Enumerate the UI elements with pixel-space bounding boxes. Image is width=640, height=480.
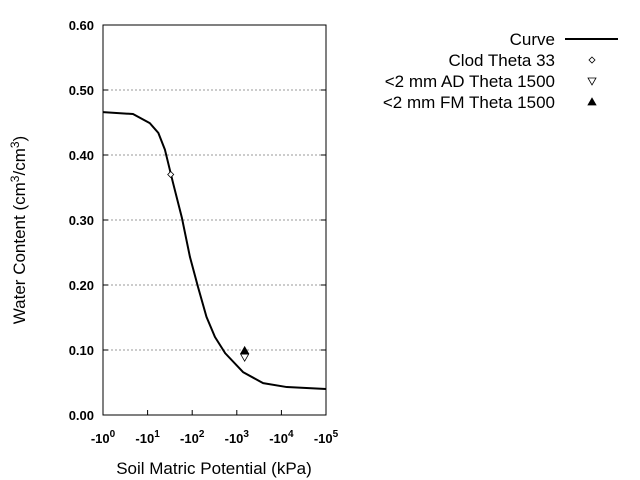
plot-frame [102, 24, 327, 416]
y-tick-label: 0.50 [69, 83, 94, 98]
data-point [239, 345, 250, 355]
y-tick-label: 0.40 [69, 148, 94, 163]
y-tick-label: 0.10 [69, 343, 94, 358]
x-tick-label: -105 [314, 429, 339, 446]
legend-label: <2 mm FM Theta 1500 [383, 93, 555, 112]
y-axis-label: Water Content (cm3/cm3) [8, 136, 29, 324]
curve-line [102, 111, 327, 390]
y-tick-label: 0.00 [69, 408, 94, 423]
x-tick-label: -101 [135, 429, 160, 446]
data-point [167, 170, 175, 179]
y-ticks: 0.00 0.10 0.20 0.30 0.40 0.50 0.60 [69, 18, 326, 423]
y-tick-label: 0.60 [69, 18, 94, 33]
legend-marker [587, 97, 597, 106]
x-tick-label: -104 [269, 429, 294, 446]
x-tick-label: -103 [225, 429, 250, 446]
legend-marker [588, 56, 596, 64]
legend-label: Clod Theta 33 [449, 51, 555, 70]
legend-marker [587, 77, 597, 86]
legend-label: Curve [510, 30, 555, 49]
x-axis-label: Soil Matric Potential (kPa) [116, 459, 312, 478]
y-tick-label: 0.20 [69, 278, 94, 293]
data-point [239, 353, 250, 362]
legend-label: <2 mm AD Theta 1500 [385, 72, 555, 91]
y-tick-label: 0.30 [69, 213, 94, 228]
x-tick-label: -102 [180, 429, 205, 446]
x-ticks: -100 -101 -102 -103 -104 -105 [91, 410, 339, 446]
x-tick-label: -100 [91, 429, 116, 446]
grid-lines [103, 89, 326, 351]
data-marks [102, 111, 327, 390]
legend: Curve Clod Theta 33 <2 mm AD Theta 1500 <2 … [383, 30, 618, 112]
